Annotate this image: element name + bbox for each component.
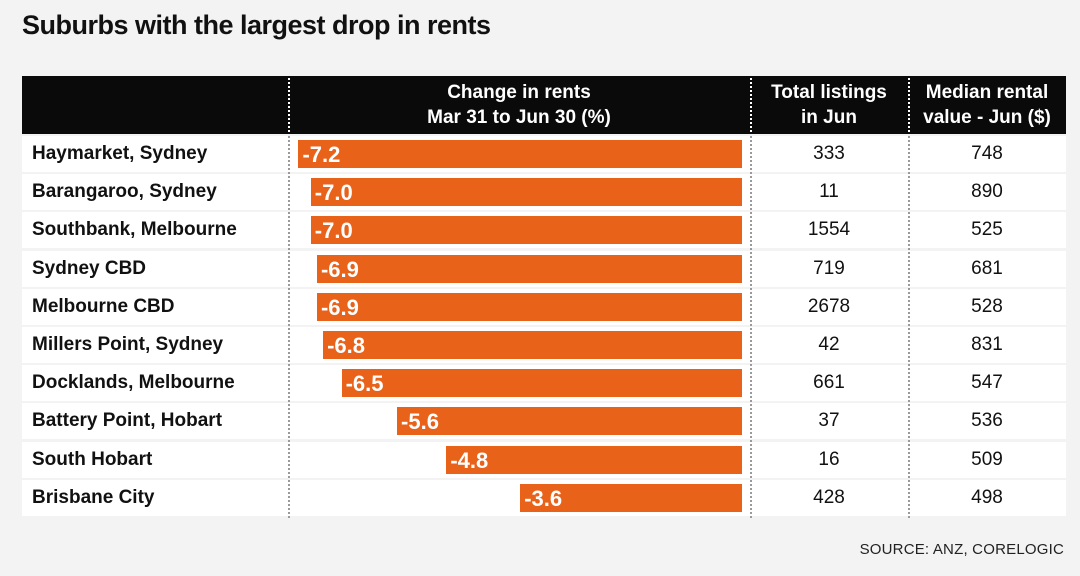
total-listings-value: 2678 xyxy=(807,296,851,317)
suburb-label: Sydney CBD xyxy=(32,258,147,279)
suburb-label: Melbourne CBD xyxy=(32,296,175,317)
header-divider xyxy=(908,78,910,132)
suburb-label: Haymarket, Sydney xyxy=(32,143,208,164)
bar-value-label: -7.0 xyxy=(314,218,353,243)
header-divider xyxy=(750,78,752,132)
median-rent-value: 831 xyxy=(971,334,1003,355)
table-row: Southbank, Melbourne -7.0 1554 525 xyxy=(22,212,1066,248)
suburb-label: Battery Point, Hobart xyxy=(32,410,223,431)
rent-change-bar: -6.5 xyxy=(341,369,742,397)
rent-change-bar: -5.6 xyxy=(397,407,742,435)
median-rent-value: 498 xyxy=(971,487,1003,508)
median-rent-value: 748 xyxy=(971,143,1003,164)
header-change-in-rents: Change in rents Mar 31 to Jun 30 (%) xyxy=(288,76,750,134)
table-row: Brisbane City -3.6 428 498 xyxy=(22,480,1066,516)
bar-value-label: -3.6 xyxy=(524,486,563,511)
median-rent-value: 681 xyxy=(971,258,1003,279)
rent-change-bar: -6.9 xyxy=(316,255,742,283)
header-total-listings: Total listings in Jun xyxy=(750,76,908,134)
table-row: Millers Point, Sydney -6.8 42 831 xyxy=(22,327,1066,363)
table-row: South Hobart -4.8 16 509 xyxy=(22,442,1066,478)
total-listings-value: 661 xyxy=(813,372,845,393)
column-divider xyxy=(288,136,290,518)
bar-value-label: -7.2 xyxy=(302,142,341,167)
median-rent-value: 528 xyxy=(971,296,1003,317)
column-divider xyxy=(908,136,910,518)
table-row: Battery Point, Hobart -5.6 37 536 xyxy=(22,403,1066,439)
source-note: SOURCE: ANZ, CORELOGIC xyxy=(859,541,1064,558)
header-listings-line2: in Jun xyxy=(801,107,857,128)
bar-value-label: -6.9 xyxy=(320,295,359,320)
bar-value-label: -5.6 xyxy=(401,409,439,434)
table-header: Change in rents Mar 31 to Jun 30 (%) Tot… xyxy=(22,76,1066,134)
header-change-line2: Mar 31 to Jun 30 (%) xyxy=(427,107,611,128)
suburb-label: Millers Point, Sydney xyxy=(32,334,224,355)
suburb-label: Brisbane City xyxy=(32,487,155,508)
rent-change-bar: -4.8 xyxy=(446,446,742,474)
table-row: Haymarket, Sydney -7.2 333 748 xyxy=(22,136,1066,172)
rent-change-bar: -6.9 xyxy=(316,293,742,321)
median-rent-value: 525 xyxy=(971,219,1003,240)
total-listings-value: 719 xyxy=(813,258,845,279)
bar-value-label: -6.9 xyxy=(320,257,359,282)
total-listings-value: 37 xyxy=(818,410,840,431)
table-row: Melbourne CBD -6.9 2678 528 xyxy=(22,289,1066,325)
rent-change-bar: -7.0 xyxy=(310,178,742,206)
header-median-rent: Median rental value - Jun ($) xyxy=(908,76,1066,134)
rent-change-bar: -7.2 xyxy=(298,140,742,168)
bar-value-label: -6.8 xyxy=(327,333,366,358)
chart-title: Suburbs with the largest drop in rents xyxy=(22,10,491,40)
total-listings-value: 16 xyxy=(818,449,840,470)
total-listings-value: 333 xyxy=(813,143,845,164)
rent-change-bar: -3.6 xyxy=(520,484,742,512)
column-divider xyxy=(750,136,752,518)
table-body: Haymarket, Sydney -7.2 333 748 Barangaroo, S… xyxy=(22,136,1066,518)
table-row: Docklands, Melbourne -6.5 661 547 xyxy=(22,365,1066,401)
suburb-label: Docklands, Melbourne xyxy=(32,372,235,393)
median-rent-value: 547 xyxy=(971,372,1003,393)
total-listings-value: 11 xyxy=(819,181,839,202)
median-rent-value: 890 xyxy=(971,181,1003,202)
total-listings-value: 428 xyxy=(813,487,845,508)
header-change-line1: Change in rents xyxy=(447,82,591,103)
bar-value-label: -6.5 xyxy=(345,371,384,396)
header-median-line2: value - Jun ($) xyxy=(923,107,1051,128)
table-row: Sydney CBD -6.9 719 681 xyxy=(22,251,1066,287)
median-rent-value: 536 xyxy=(971,410,1003,431)
suburb-label: Southbank, Melbourne xyxy=(32,219,237,240)
table-row: Barangaroo, Sydney -7.0 11 890 xyxy=(22,174,1066,210)
rent-change-bar: -6.8 xyxy=(323,331,742,359)
bar-value-label: -4.8 xyxy=(450,448,489,473)
header-median-line1: Median rental xyxy=(925,82,1049,103)
header-listings-line1: Total listings xyxy=(771,82,887,103)
median-rent-value: 509 xyxy=(971,449,1003,470)
suburb-label: South Hobart xyxy=(32,449,153,470)
header-divider xyxy=(288,78,290,132)
rent-change-bar: -7.0 xyxy=(310,216,742,244)
total-listings-value: 42 xyxy=(818,334,840,355)
suburb-label: Barangaroo, Sydney xyxy=(32,181,217,202)
bar-value-label: -7.0 xyxy=(314,180,353,205)
total-listings-value: 1554 xyxy=(807,219,851,240)
